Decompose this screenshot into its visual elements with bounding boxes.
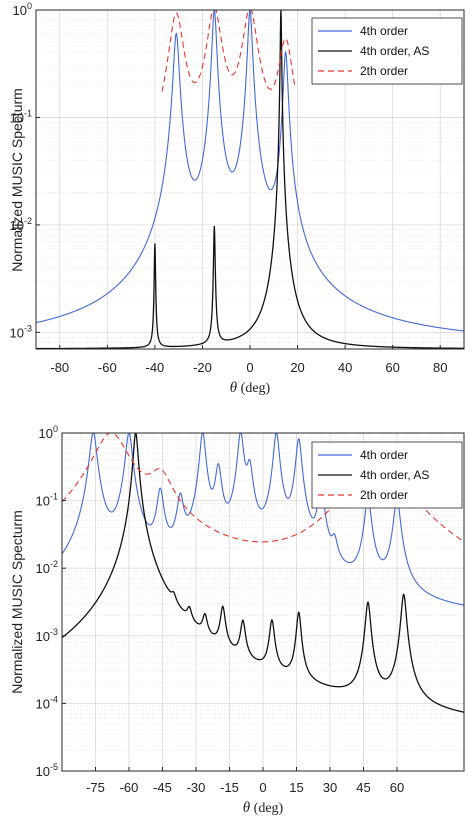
chart2-y-tick-label: 10-5 — [36, 762, 58, 779]
chart1-x-tick-label: 20 — [290, 360, 304, 375]
chart1-y-tick-label: 100 — [13, 1, 32, 18]
chart1: -80 -60 -40 -20 0 20 40 60 80 100 10-1 10-2 10-3 θ (d… — [9, 1, 465, 396]
chart1-x-tick-label: -20 — [193, 360, 212, 375]
chart2-legend-label-1: 4th order — [360, 448, 408, 462]
chart2-x-tick-label: 15 — [289, 780, 303, 795]
chart2-x-tick-label: 60 — [390, 780, 404, 795]
chart2-y-tick-label: 10-3 — [36, 627, 58, 644]
chart1-y-tick-label: 10-3 — [10, 323, 32, 340]
chart1-series-3-line — [161, 10, 296, 92]
chart2-y-tick-label: 10-4 — [36, 694, 58, 711]
chart1-legend-label-1: 4th order — [360, 24, 408, 38]
chart1-x-tick-label: 0 — [246, 360, 253, 375]
chart1-series-1-line — [36, 10, 464, 332]
chart1-x-tick-label: -60 — [98, 360, 117, 375]
chart2-x-tick-label: 45 — [356, 780, 370, 795]
chart1-x-tick-label: 40 — [338, 360, 352, 375]
chart1-x-tick-label: -40 — [145, 360, 164, 375]
chart2-x-axis-label: θ (deg) — [243, 800, 284, 816]
chart1-y-axis-label: Normalized MUSIC Specturm — [9, 88, 25, 272]
chart2-x-tick-label: -30 — [187, 780, 206, 795]
chart2-y-axis-label: Normalized MUSIC Specturm — [9, 510, 25, 694]
chart1-x-tick-label: -80 — [50, 360, 69, 375]
chart1-y-tick-label: 10-2 — [10, 216, 32, 233]
chart2-x-tick-label: -15 — [220, 780, 239, 795]
chart1-legend-label-2: 4th order, AS — [360, 44, 429, 58]
chart2-x-tick-label: -60 — [120, 780, 139, 795]
chart1-x-tick-label: 60 — [385, 360, 399, 375]
chart2-y-tick-label: 10-1 — [36, 492, 58, 509]
chart2-x-tick-label: -45 — [153, 780, 172, 795]
chart2-x-tick-label: 0 — [259, 780, 266, 795]
chart2-series-2-line — [62, 433, 464, 713]
chart2-legend-label-3: 2th order — [360, 488, 408, 502]
chart1-y-tick-label: 10-1 — [10, 108, 32, 125]
chart1-legend-label-3: 2th order — [360, 64, 408, 78]
chart2: -75 -60 -45 -30 -15 0 15 30 45 60 100 10-1 10-2 10-3 1… — [9, 424, 465, 816]
chart2-y-tick-label: 100 — [39, 424, 58, 441]
chart2-legend-label-2: 4th order, AS — [360, 468, 429, 482]
chart2-y-tick-label: 10-2 — [36, 559, 58, 576]
chart2-x-tick-label: -75 — [86, 780, 105, 795]
chart2-x-tick-label: 30 — [323, 780, 337, 795]
chart1-x-tick-label: 80 — [433, 360, 447, 375]
chart1-x-axis-label: θ (deg) — [230, 380, 271, 396]
